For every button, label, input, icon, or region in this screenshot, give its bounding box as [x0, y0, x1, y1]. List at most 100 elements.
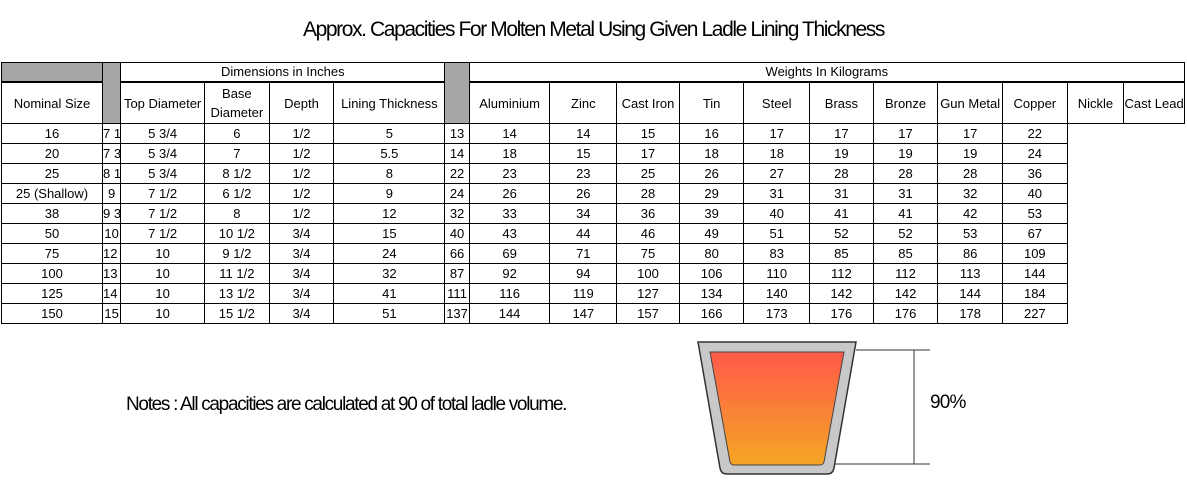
cell-lining-thickness: 1/2	[268, 183, 335, 204]
cell-brass: 18	[678, 143, 745, 164]
header-top-diameter: Top Diameter	[120, 81, 206, 124]
cell-aluminium: 8	[333, 163, 446, 184]
cell-base-diameter: 10	[120, 243, 206, 264]
cell-brass: 16	[678, 123, 745, 144]
cell-depth: 11 1/2	[204, 263, 270, 284]
table-row: 50 10 7 1/2 10 1/2 3/4 15 40 43 44 46 49 51 52 52 53 67	[0, 223, 1185, 244]
header-aluminium: Aluminium	[468, 81, 551, 124]
cell-gun-metal: 52	[809, 223, 874, 244]
cell-lining-thickness: 1/2	[268, 203, 335, 224]
cell-depth: 8 1/2	[204, 163, 270, 184]
cell-tin: 14	[549, 123, 618, 144]
header-nickle: Nickle	[1066, 81, 1125, 124]
cell-steel: 17	[616, 143, 680, 164]
cell-depth: 13 1/2	[204, 283, 270, 304]
cell-bronze: 40	[743, 203, 811, 224]
cell-copper: 52	[872, 223, 939, 244]
cell-base-diameter: 7 1/2	[120, 223, 206, 244]
cell-zinc: 14	[444, 143, 470, 164]
cell-cast-lead: 184	[1002, 283, 1068, 304]
cell-top-diameter: 15	[102, 303, 122, 324]
cell-aluminium: 15	[333, 223, 446, 244]
cell-brass: 26	[678, 163, 745, 184]
cell-nominal-size: 50	[0, 223, 104, 244]
cell-top-diameter: 9 3/8	[102, 203, 122, 224]
cell-zinc: 137	[444, 303, 470, 324]
cell-steel: 157	[616, 303, 680, 324]
cell-tin: 26	[549, 183, 618, 204]
cell-lining-thickness: 1/2	[268, 143, 335, 164]
cell-copper: 28	[872, 163, 939, 184]
cell-base-diameter: 5 3/4	[120, 143, 206, 164]
cell-aluminium: 32	[333, 263, 446, 284]
cell-brass: 29	[678, 183, 745, 204]
cell-top-diameter: 10	[102, 223, 122, 244]
header-lining-thickness: Lining Thickness	[333, 81, 446, 124]
cell-zinc: 66	[444, 243, 470, 264]
cell-bronze: 83	[743, 243, 811, 264]
cell-cast-iron: 33	[468, 203, 551, 224]
cell-gun-metal: 28	[809, 163, 874, 184]
cell-nickle: 144	[937, 283, 1003, 304]
cell-cast-lead: 227	[1002, 303, 1068, 324]
column-header-row: Nominal Size Top Diameter Base Diameter …	[0, 81, 1185, 124]
weights-group-header: Weights In Kilograms	[468, 62, 1186, 83]
cell-copper: 142	[872, 283, 939, 304]
cell-base-diameter: 10	[120, 303, 206, 324]
cell-tin: 147	[549, 303, 618, 324]
cell-copper: 85	[872, 243, 939, 264]
cell-steel: 46	[616, 223, 680, 244]
cell-depth: 15 1/2	[204, 303, 270, 324]
cell-zinc: 87	[444, 263, 470, 284]
group-header-row: Dimensions in Inches Weights In Kilogram…	[0, 62, 1186, 124]
cell-tin: 34	[549, 203, 618, 224]
header-brass: Brass	[809, 81, 874, 124]
fill-percentage-label: 90%	[930, 392, 966, 413]
table-row: 150 15 10 15 1/2 3/4 51 137 144 147 157 166 173 176 1…	[0, 303, 1185, 324]
cell-bronze: 110	[743, 263, 811, 284]
cell-brass: 39	[678, 203, 745, 224]
cell-cast-lead: 67	[1002, 223, 1068, 244]
cell-gun-metal: 19	[809, 143, 874, 164]
cell-nickle: 42	[937, 203, 1003, 224]
cell-copper: 41	[872, 203, 939, 224]
cell-lining-thickness: 1/2	[268, 123, 335, 144]
cell-bronze: 140	[743, 283, 811, 304]
cell-gun-metal: 142	[809, 283, 874, 304]
cell-gun-metal: 85	[809, 243, 874, 264]
header-steel: Steel	[743, 81, 811, 124]
cell-nickle: 178	[937, 303, 1003, 324]
cell-steel: 15	[616, 123, 680, 144]
cell-cast-lead: 144	[1002, 263, 1068, 284]
cell-nominal-size: 16	[0, 123, 104, 144]
table-body: 167 1/25 3/461/2513141415161717171722207…	[0, 123, 1185, 324]
cell-zinc: 22	[444, 163, 470, 184]
cell-copper: 19	[872, 143, 939, 164]
cell-nickle: 17	[937, 123, 1003, 144]
cell-steel: 25	[616, 163, 680, 184]
cell-nominal-size: 38	[0, 203, 104, 224]
blank-header-cell	[0, 62, 104, 83]
cell-zinc: 111	[444, 283, 470, 304]
cell-nominal-size: 75	[0, 243, 104, 264]
cell-bronze: 51	[743, 223, 811, 244]
cell-nickle: 28	[937, 163, 1003, 184]
cell-copper: 31	[872, 183, 939, 204]
cell-nominal-size: 25	[0, 163, 104, 184]
cell-nominal-size: 150	[0, 303, 104, 324]
cell-zinc: 13	[444, 123, 470, 144]
cell-lining-thickness: 3/4	[268, 303, 335, 324]
header-zinc: Zinc	[549, 81, 618, 124]
cell-depth: 9 1/2	[204, 243, 270, 264]
cell-base-diameter: 7 1/2	[120, 203, 206, 224]
cell-lining-thickness: 3/4	[268, 263, 335, 284]
table-row: 258 1/45 3/48 1/21/282223232526272828283…	[0, 163, 1185, 184]
cell-brass: 166	[678, 303, 745, 324]
cell-steel: 28	[616, 183, 680, 204]
cell-brass: 80	[678, 243, 745, 264]
cell-steel: 36	[616, 203, 680, 224]
cell-cast-iron: 92	[468, 263, 551, 284]
cell-cast-iron: 116	[468, 283, 551, 304]
